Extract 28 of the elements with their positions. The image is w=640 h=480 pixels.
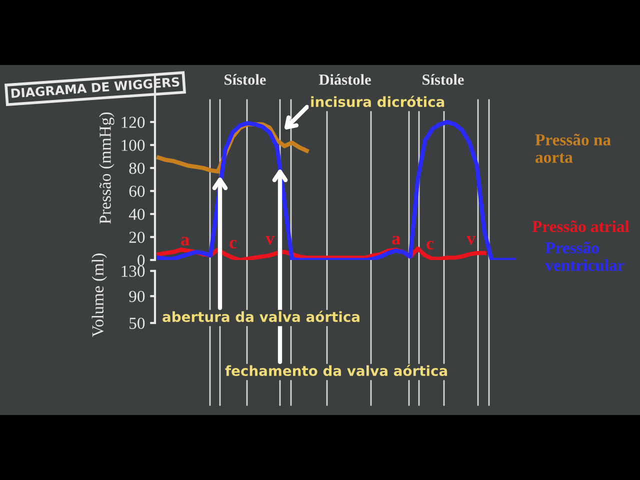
y-axis-title: Pressão (mmHg) bbox=[99, 112, 114, 224]
y-tick-label: 0 bbox=[138, 254, 145, 266]
y-tick-label: 120 bbox=[122, 116, 145, 128]
line-series bbox=[156, 120, 516, 260]
annotation: incisura dicrótica bbox=[311, 96, 444, 108]
y-tick-label: 80 bbox=[129, 162, 145, 174]
y-tick-label: 100 bbox=[122, 140, 145, 151]
series-label: Pressão ventricular bbox=[545, 242, 624, 271]
text: fechamento da valva aórtica bbox=[225, 364, 448, 376]
text: abertura da valva aórtica bbox=[162, 310, 360, 322]
text: Pressão na aorta bbox=[535, 134, 611, 163]
annotation: Diástole bbox=[318, 74, 371, 85]
annotation: c bbox=[230, 240, 237, 249]
text: 90 bbox=[129, 290, 145, 302]
y-tick-label: 20 bbox=[129, 232, 145, 243]
annotation: Sístole bbox=[224, 74, 266, 85]
text: 130 bbox=[122, 266, 145, 277]
annotation: Sístole bbox=[422, 74, 464, 85]
annotation: v bbox=[466, 236, 476, 245]
y-tick-label: 40 bbox=[128, 208, 145, 220]
annotation: a bbox=[392, 236, 400, 245]
annotation: a bbox=[181, 236, 190, 246]
text: Volume (ml) bbox=[92, 254, 107, 338]
annotation: v bbox=[265, 236, 275, 245]
text: 50 bbox=[130, 318, 145, 329]
text: Pressão atrial bbox=[532, 220, 630, 232]
y-tick-label: 60 bbox=[129, 186, 145, 197]
annotation: c bbox=[426, 240, 434, 250]
